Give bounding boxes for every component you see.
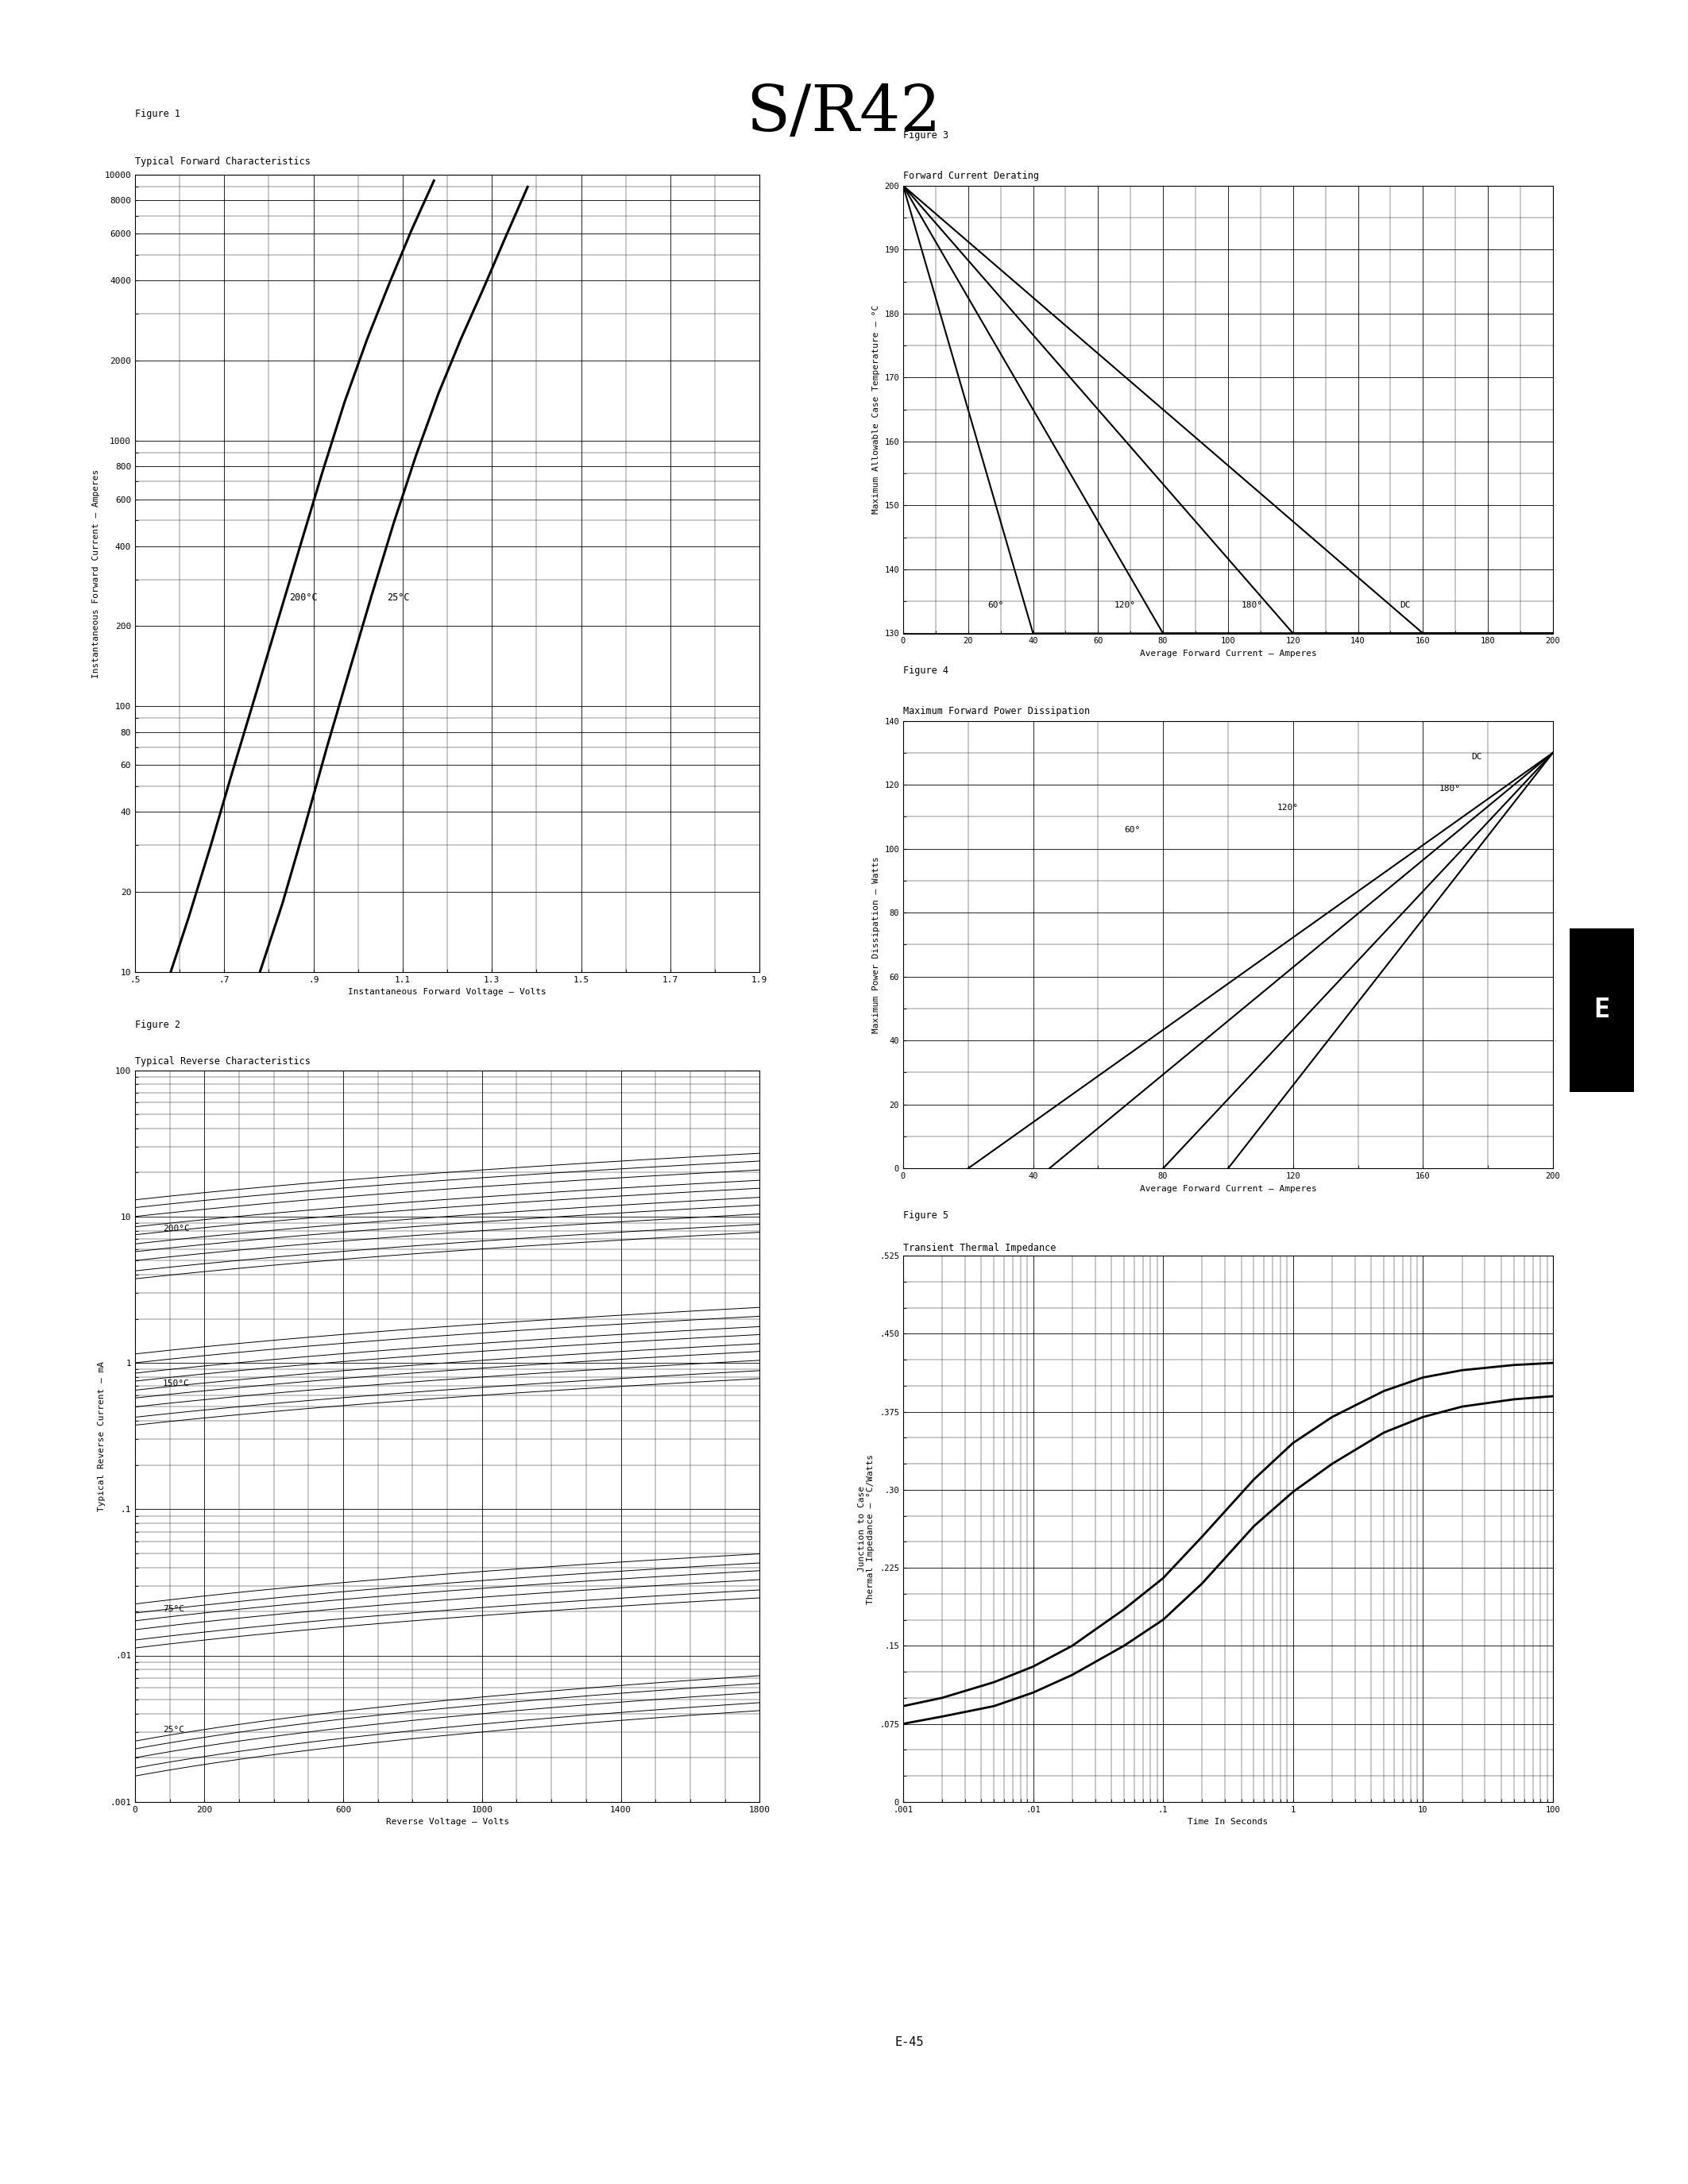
Text: 60°: 60° bbox=[1124, 826, 1139, 834]
Text: Figure 4: Figure 4 bbox=[903, 666, 949, 677]
Text: S/R42: S/R42 bbox=[746, 83, 942, 144]
Text: Figure 3: Figure 3 bbox=[903, 131, 949, 140]
Text: Typical Reverse Characteristics: Typical Reverse Characteristics bbox=[135, 1057, 311, 1066]
Text: E-45: E-45 bbox=[895, 2038, 923, 2049]
Text: Figure 5: Figure 5 bbox=[903, 1210, 949, 1221]
Text: E: E bbox=[1593, 996, 1610, 1022]
Text: 25°C: 25°C bbox=[387, 592, 410, 603]
Text: Transient Thermal Impedance: Transient Thermal Impedance bbox=[903, 1243, 1057, 1254]
X-axis label: Time In Seconds: Time In Seconds bbox=[1188, 1817, 1268, 1826]
Text: Typical Forward Characteristics: Typical Forward Characteristics bbox=[135, 157, 311, 166]
X-axis label: Instantaneous Forward Voltage — Volts: Instantaneous Forward Voltage — Volts bbox=[348, 987, 547, 996]
Text: Figure 2: Figure 2 bbox=[135, 1020, 181, 1031]
X-axis label: Reverse Voltage — Volts: Reverse Voltage — Volts bbox=[385, 1817, 510, 1826]
Text: 180°: 180° bbox=[1440, 784, 1460, 793]
Text: Forward Current Derating: Forward Current Derating bbox=[903, 170, 1038, 181]
Y-axis label: Maximum Power Dissipation — Watts: Maximum Power Dissipation — Watts bbox=[873, 856, 879, 1033]
Text: 25°C: 25°C bbox=[162, 1725, 184, 1734]
Text: Maximum Forward Power Dissipation: Maximum Forward Power Dissipation bbox=[903, 705, 1090, 716]
Text: DC: DC bbox=[1401, 601, 1411, 609]
Text: 120°: 120° bbox=[1276, 804, 1298, 812]
Text: 200°C: 200°C bbox=[289, 592, 317, 603]
Text: DC: DC bbox=[1472, 753, 1482, 760]
Text: 120°: 120° bbox=[1114, 601, 1136, 609]
Text: 180°: 180° bbox=[1241, 601, 1263, 609]
Y-axis label: Instantaneous Forward Current — Amperes: Instantaneous Forward Current — Amperes bbox=[93, 470, 100, 677]
X-axis label: Average Forward Current — Amperes: Average Forward Current — Amperes bbox=[1139, 649, 1317, 657]
Text: 150°C: 150°C bbox=[162, 1378, 189, 1387]
Y-axis label: Junction to Case
Thermal Impedance — °C/Watts: Junction to Case Thermal Impedance — °C/… bbox=[858, 1455, 874, 1603]
Text: Figure 1: Figure 1 bbox=[135, 109, 181, 118]
Y-axis label: Maximum Allowable Case Temperature — °C: Maximum Allowable Case Temperature — °C bbox=[873, 306, 879, 513]
Text: 200°C: 200°C bbox=[162, 1225, 189, 1232]
X-axis label: Average Forward Current — Amperes: Average Forward Current — Amperes bbox=[1139, 1184, 1317, 1192]
Text: 60°: 60° bbox=[987, 601, 1004, 609]
Text: 75°C: 75°C bbox=[162, 1605, 184, 1614]
Y-axis label: Typical Reverse Current — mA: Typical Reverse Current — mA bbox=[98, 1361, 105, 1511]
